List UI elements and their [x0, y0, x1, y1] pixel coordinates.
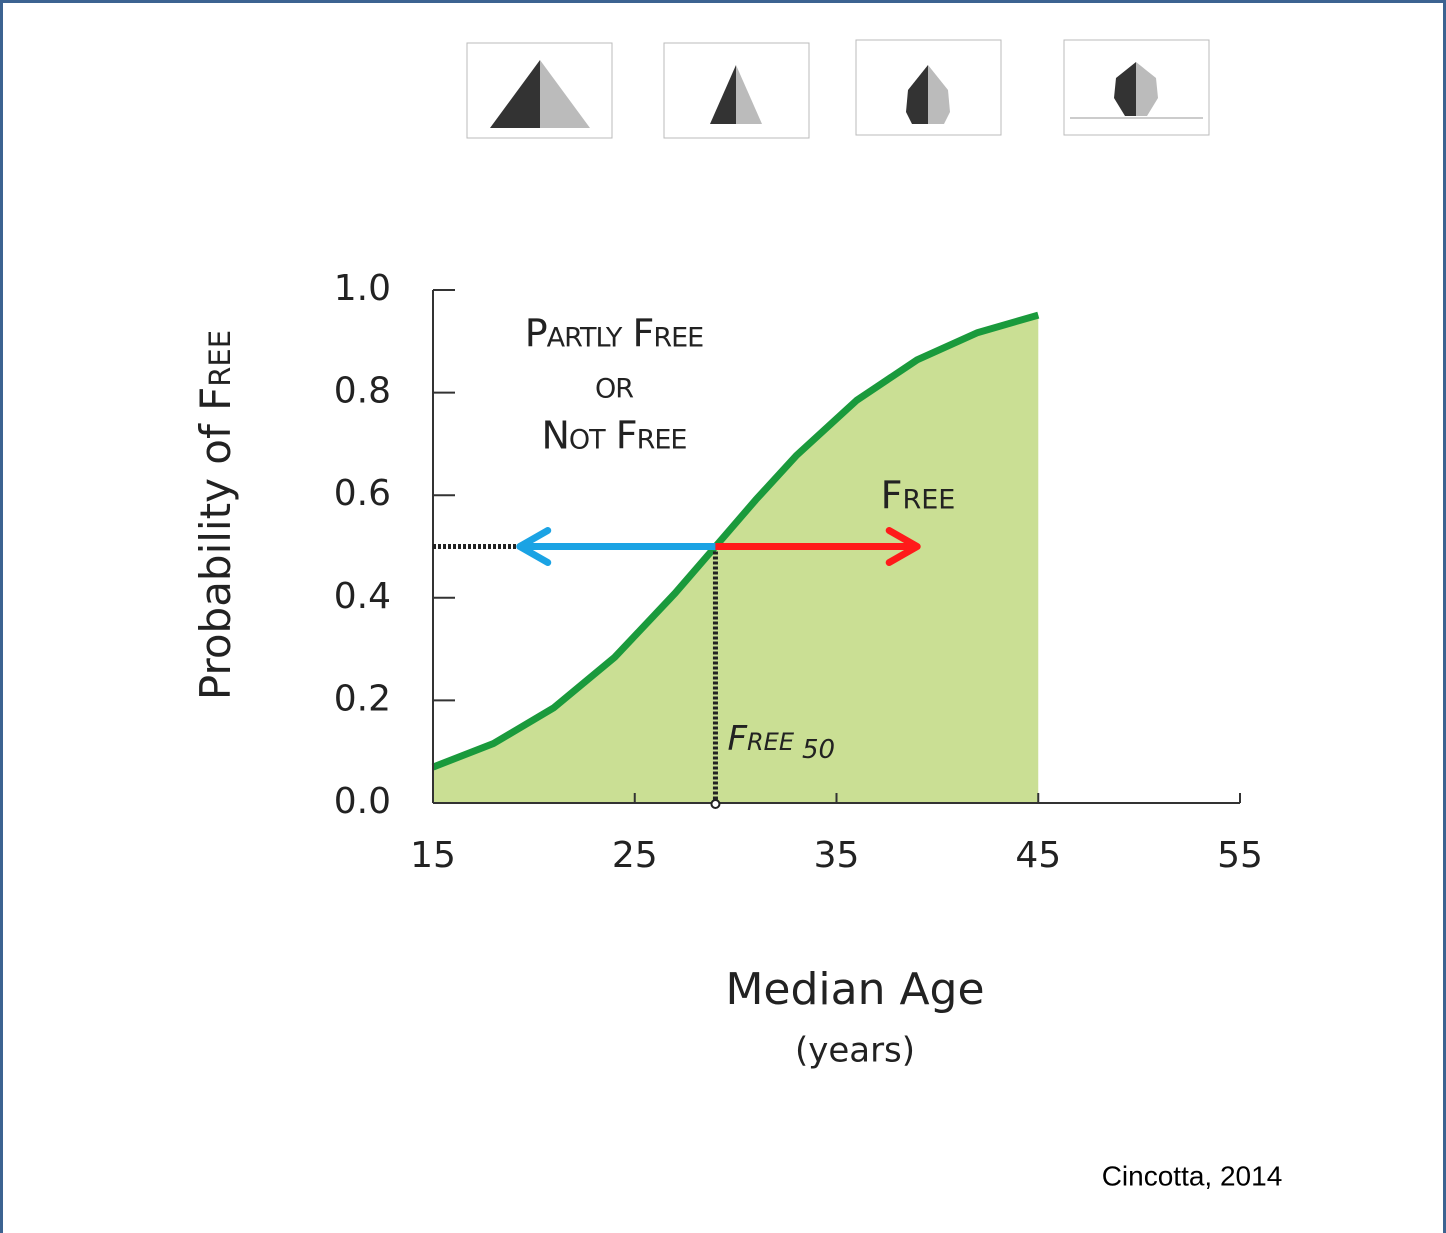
y-tick-label: 0.4 — [334, 576, 391, 617]
y-tick-label: 1.0 — [334, 268, 391, 309]
free50-subscript: 50 — [802, 735, 835, 765]
x-axis-unit: (years) — [795, 1031, 915, 1071]
annotation-free: Free — [881, 474, 956, 518]
x-tick-label: 55 — [1217, 835, 1263, 876]
x-tick-label: 25 — [612, 835, 658, 876]
arrow-head — [516, 527, 552, 566]
x-tick-label: 15 — [410, 835, 456, 876]
y-tick-label: 0.2 — [334, 678, 391, 719]
arrow-head — [885, 527, 921, 566]
x-tick-label: 35 — [814, 835, 860, 876]
pyramid-icons — [466, 39, 1210, 139]
free50-text: Free — [727, 719, 794, 759]
y-tick-label: 0.0 — [334, 781, 391, 822]
y-tick-label: 0.6 — [334, 473, 391, 514]
annotation-not-free: Partly Free — [525, 312, 703, 356]
line — [431, 311, 1040, 771]
x-axis-label: Median Age — [725, 964, 984, 1015]
x-tick-label: 45 — [1015, 835, 1061, 876]
y-tick-label: 0.8 — [334, 371, 391, 412]
y-axis-label-caps: Free — [191, 330, 240, 411]
free50-point — [710, 799, 721, 809]
y-axis-label-text: Probability of — [191, 423, 240, 700]
y-axis-label: Probability of Free — [191, 330, 240, 700]
source: Cincotta, 2014 — [1102, 1160, 1283, 1191]
annotation-not-free: or — [595, 363, 633, 407]
area — [433, 315, 1039, 803]
free50-label: Free 50 — [727, 719, 835, 765]
annotation-not-free: Not Free — [542, 414, 687, 458]
